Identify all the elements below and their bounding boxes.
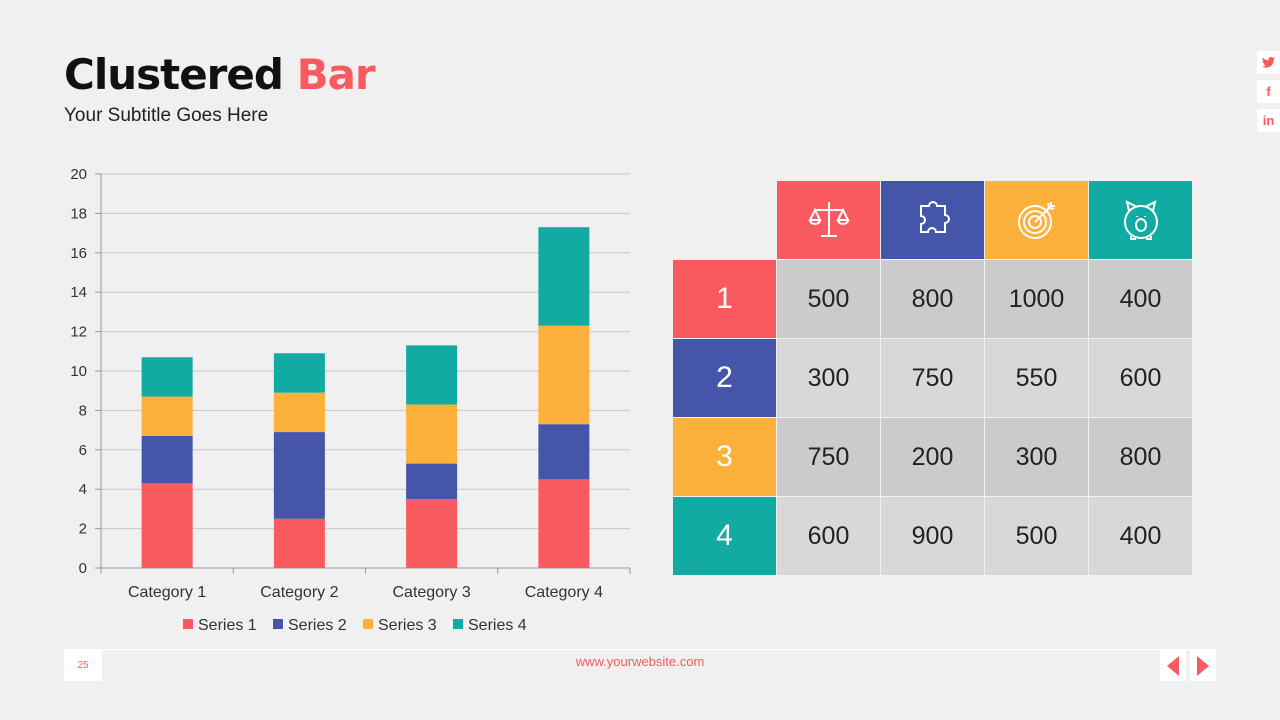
x-tick-label: Category 1 <box>128 584 206 601</box>
table-cell: 600 <box>777 497 880 575</box>
table-cell: 400 <box>1089 260 1192 338</box>
legend-label: Series 4 <box>468 617 527 634</box>
row-header: 2 <box>673 339 776 417</box>
x-tick-label: Category 3 <box>392 584 470 601</box>
bar-segment-series-1 <box>273 518 325 568</box>
bar-segment-series-3 <box>141 396 193 437</box>
legend-swatch <box>453 619 463 629</box>
table-cell: 900 <box>881 497 984 575</box>
table-cell: 300 <box>777 339 880 417</box>
footer-divider <box>64 649 1216 650</box>
row-header: 3 <box>673 418 776 496</box>
table-cell: 800 <box>881 260 984 338</box>
linkedin-icon[interactable]: in <box>1257 109 1280 132</box>
title-main: Clustered <box>64 50 284 99</box>
row-header: 4 <box>673 497 776 575</box>
legend-swatch <box>183 619 193 629</box>
header-cell <box>777 181 880 259</box>
y-tick-label: 12 <box>70 324 87 341</box>
bar-segment-series-4 <box>538 227 590 326</box>
page-number: 25 <box>64 650 102 681</box>
legend-label: Series 3 <box>378 617 437 634</box>
y-tick-label: 18 <box>70 205 87 222</box>
table-cell: 300 <box>985 418 1088 496</box>
table-cell: 500 <box>985 497 1088 575</box>
bar-segment-series-4 <box>273 353 325 393</box>
bar-segment-series-1 <box>538 479 590 568</box>
bar-segment-series-3 <box>273 392 325 433</box>
x-tick-label: Category 4 <box>525 584 603 601</box>
table-cell: 800 <box>1089 418 1192 496</box>
table-cell: 1000 <box>985 260 1088 338</box>
twitter-icon[interactable] <box>1257 51 1280 74</box>
bar-segment-series-2 <box>538 424 590 480</box>
y-tick-label: 2 <box>79 521 87 538</box>
bar-segment-series-2 <box>141 436 193 484</box>
y-tick-label: 8 <box>79 402 87 419</box>
scales-icon <box>807 202 850 237</box>
linkedin-glyph: in <box>1262 113 1275 128</box>
y-tick-label: 16 <box>70 245 87 262</box>
facebook-glyph: f <box>1266 84 1271 99</box>
table-cell: 750 <box>777 418 880 496</box>
y-tick-label: 14 <box>70 284 87 301</box>
table-cell: 200 <box>881 418 984 496</box>
y-tick-label: 10 <box>70 363 87 380</box>
page-subtitle: Your Subtitle Goes Here <box>64 105 269 126</box>
next-slide-button[interactable] <box>1190 650 1216 681</box>
stacked-bar-chart: 0 2 4 6 8 10 12 14 16 18 20 Category 1 Category 2 Cat… <box>70 166 631 634</box>
y-tick-label: 6 <box>79 442 87 459</box>
table-cell: 500 <box>777 260 880 338</box>
header-cell <box>881 181 984 259</box>
header-cell <box>1089 181 1192 259</box>
table-cell: 750 <box>881 339 984 417</box>
facebook-icon[interactable]: f <box>1257 80 1280 103</box>
table-cell: 400 <box>1089 497 1192 575</box>
table-cell: 550 <box>985 339 1088 417</box>
bar-segment-series-2 <box>273 432 325 519</box>
target-icon <box>1017 202 1055 239</box>
puzzle-icon <box>919 201 950 233</box>
bar-segment-series-1 <box>141 483 193 568</box>
page-title: Clustered Bar <box>64 50 376 99</box>
title-accent: Bar <box>296 50 376 99</box>
x-tick-label: Category 2 <box>260 584 338 601</box>
y-tick-label: 0 <box>79 560 87 577</box>
legend-swatch <box>363 619 373 629</box>
y-tick-label: 20 <box>70 166 87 183</box>
piggy-bank-icon <box>1123 200 1158 240</box>
website-link[interactable]: www.yourwebsite.com <box>575 654 705 669</box>
bar-segment-series-2 <box>406 463 458 500</box>
legend-label: Series 2 <box>288 617 347 634</box>
legend-swatch <box>273 619 283 629</box>
row-header: 1 <box>673 260 776 338</box>
bar-segment-series-3 <box>406 404 458 464</box>
prev-slide-button[interactable] <box>1160 650 1186 681</box>
table-cell: 600 <box>1089 339 1192 417</box>
bar-segment-series-1 <box>406 499 458 568</box>
bar-segment-series-4 <box>406 345 458 405</box>
bar-segment-series-3 <box>538 325 590 425</box>
y-tick-label: 4 <box>79 481 87 498</box>
legend-label: Series 1 <box>198 617 257 634</box>
bar-segment-series-4 <box>141 357 193 397</box>
header-cell <box>985 181 1088 259</box>
